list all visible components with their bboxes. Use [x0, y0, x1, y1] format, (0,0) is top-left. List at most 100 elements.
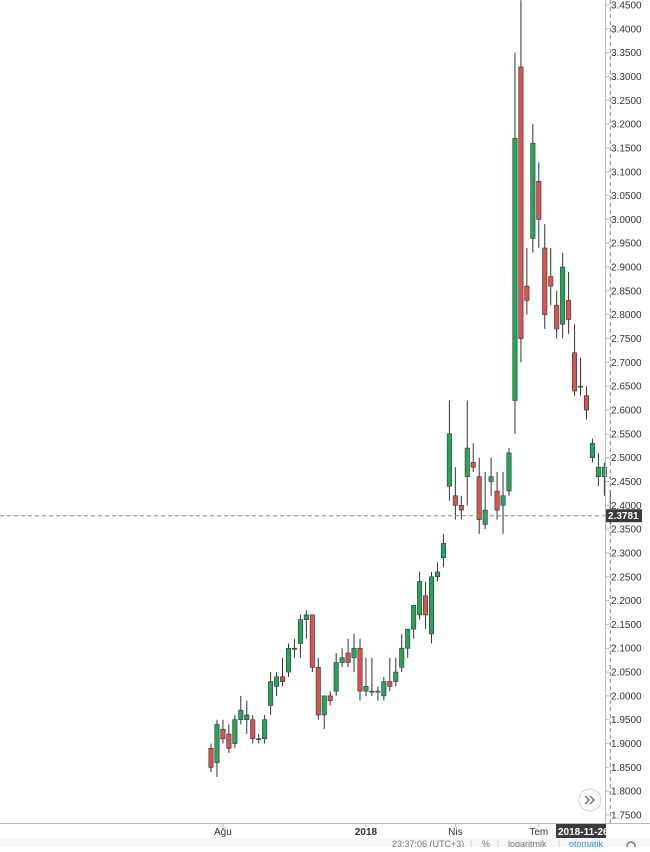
price-tick-label: 2.0500	[611, 668, 642, 679]
candle-body-up	[560, 266, 566, 325]
candle-body-down	[554, 304, 560, 330]
candle-body-up	[291, 647, 297, 650]
candle	[303, 610, 309, 639]
price-tick-label: 2.1500	[611, 620, 642, 631]
candle	[518, 0, 524, 363]
candle-body-up	[595, 466, 601, 478]
scroll-to-realtime-button[interactable]	[578, 788, 602, 812]
candle-body-up	[232, 719, 238, 744]
candle-body-up	[405, 628, 411, 649]
time-tick-label: Nis	[448, 827, 462, 838]
candle	[268, 672, 274, 715]
candle-body-down	[542, 247, 548, 316]
status-time: 23:37:06 (UTC+3)	[392, 839, 464, 847]
candle-body-up	[464, 447, 470, 478]
candle-body-up	[351, 647, 357, 659]
candle	[208, 743, 214, 773]
candle-body-up	[482, 509, 488, 525]
candle	[578, 357, 584, 396]
candle	[506, 448, 512, 496]
price-tick-label: 2.2500	[611, 572, 642, 583]
candle	[566, 271, 572, 334]
candle	[405, 628, 411, 658]
candle-body-down	[423, 595, 429, 616]
candle-body-down	[583, 395, 589, 411]
candle	[226, 724, 232, 754]
candle-body-up	[399, 647, 405, 668]
price-tick-label: 3.1000	[611, 167, 642, 178]
candle	[458, 495, 464, 520]
candle	[250, 714, 256, 744]
time-axis[interactable]: Ağu 2018 Nis Tem	[214, 823, 548, 838]
candle	[530, 124, 536, 253]
candle	[560, 252, 566, 339]
candle	[476, 457, 482, 534]
candle	[500, 471, 506, 534]
candle	[309, 614, 315, 673]
candle	[488, 457, 494, 496]
candle	[375, 686, 381, 701]
candle-body-up	[506, 452, 512, 492]
candle-body-up	[601, 466, 607, 478]
candle	[440, 533, 446, 568]
candle-body-up	[411, 605, 417, 630]
time-tick-label: 2018	[355, 827, 378, 838]
candle	[357, 638, 363, 701]
candle	[434, 562, 440, 582]
candle-body-down	[327, 695, 333, 701]
candle	[214, 719, 220, 777]
candle	[399, 633, 405, 673]
candle	[285, 643, 291, 677]
candle-body-up	[268, 681, 274, 706]
candle-body-down	[345, 652, 351, 663]
candle	[321, 695, 327, 730]
candle-body-up	[500, 495, 506, 506]
candle	[339, 648, 345, 668]
candle	[423, 581, 429, 630]
auto-toggle[interactable]: otomatik	[569, 839, 604, 849]
price-axis[interactable]: 3.4500 3.4000 3.3500 3.3000 3.2500 3.2000 3.15…	[605, 1, 642, 822]
candle	[452, 467, 458, 520]
candle	[369, 657, 375, 696]
price-tick-label: 2.3000	[611, 548, 642, 559]
candle	[536, 162, 542, 248]
candle	[601, 462, 607, 496]
candle-body-down	[208, 747, 214, 768]
candle	[220, 719, 226, 744]
candle-body-up	[285, 647, 291, 673]
candle	[464, 400, 470, 506]
time-tick-label: Ağu	[214, 827, 232, 838]
price-tick-label: 2.4000	[611, 501, 642, 512]
price-tick-label: 2.2000	[611, 596, 642, 607]
candle-body-down	[452, 495, 458, 506]
candle	[345, 638, 351, 668]
price-tick-label: 3.0000	[611, 215, 642, 226]
price-tick-label: 2.9500	[611, 239, 642, 250]
percent-toggle[interactable]: %	[482, 839, 490, 849]
candle-body-up	[321, 695, 327, 716]
candle	[381, 676, 387, 701]
price-tick-label: 2.1000	[611, 644, 642, 655]
time-tick-label: Tem	[529, 827, 548, 838]
candle	[393, 657, 399, 687]
price-tick-label: 2.8500	[611, 286, 642, 297]
candle	[524, 248, 530, 315]
candle-body-down	[572, 352, 578, 392]
candle	[256, 734, 262, 744]
candle-body-down	[220, 728, 226, 740]
candle-body-up	[363, 686, 369, 692]
candle	[589, 438, 595, 463]
candle	[429, 572, 435, 644]
price-tick-label: 3.2000	[611, 120, 642, 131]
candle-body-down	[387, 681, 393, 687]
log-toggle[interactable]: logaritmik	[508, 839, 547, 849]
price-tick-label: 3.4000	[611, 24, 642, 35]
candle-body-up	[512, 138, 518, 401]
candle-body-down	[458, 504, 464, 511]
crosshair-date-value: 2018-11-26	[558, 827, 609, 838]
candle-body-up	[297, 619, 303, 644]
candle-body-up	[440, 543, 446, 559]
candle-body-down	[566, 300, 572, 320]
